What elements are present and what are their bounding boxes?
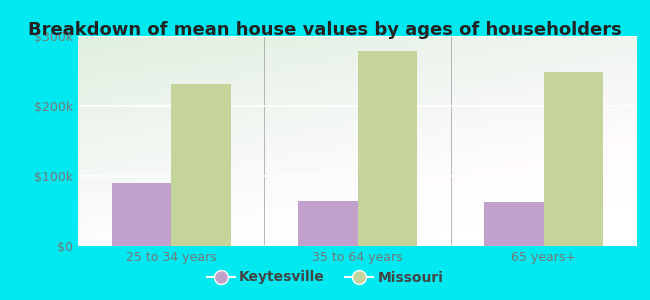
Legend: Keytesville, Missouri: Keytesville, Missouri — [202, 265, 448, 290]
Bar — [298, 200, 358, 246]
Bar — [171, 84, 231, 246]
Bar — [112, 183, 171, 246]
Bar — [544, 72, 603, 246]
Bar — [484, 202, 544, 246]
Bar — [358, 51, 417, 246]
Text: Breakdown of mean house values by ages of householders: Breakdown of mean house values by ages o… — [28, 21, 622, 39]
